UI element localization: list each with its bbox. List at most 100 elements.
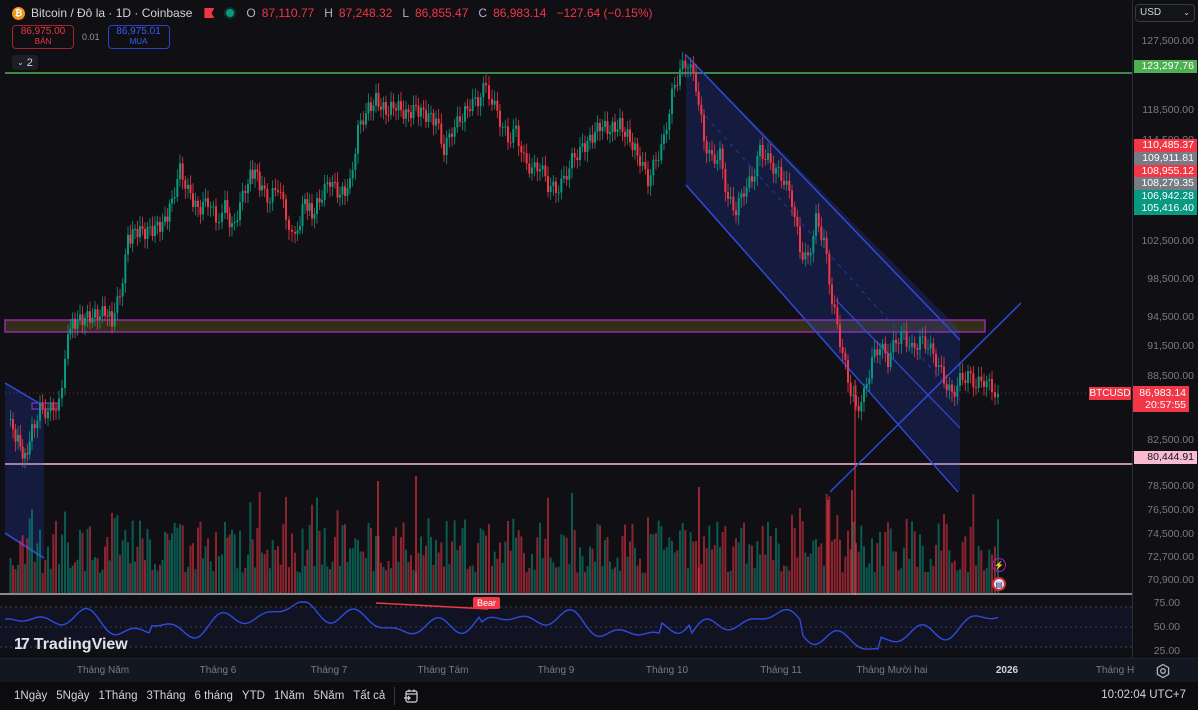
candle-body — [209, 206, 212, 208]
candle-body — [994, 392, 996, 398]
range-button[interactable]: 6 tháng — [194, 690, 233, 702]
candle-body — [251, 169, 254, 179]
range-button[interactable]: 1Tháng — [98, 690, 138, 702]
candle-body — [469, 109, 471, 112]
volume-bar — [692, 541, 695, 593]
indicators-collapse-button[interactable]: ⌄ 2 — [12, 55, 38, 70]
volume-bar — [839, 539, 841, 593]
volume-bar — [184, 572, 187, 593]
range-button[interactable]: 1Ngày — [14, 690, 48, 702]
volume-bar — [544, 538, 547, 593]
candle-body — [945, 383, 948, 391]
volume-bar — [621, 536, 624, 593]
gear-icon[interactable] — [1155, 663, 1171, 679]
candle-body — [47, 411, 49, 419]
candle-body — [453, 127, 456, 137]
candle-body — [39, 403, 41, 421]
volume-bar — [604, 540, 606, 593]
candle-body — [111, 311, 113, 327]
candle-body — [254, 169, 256, 179]
volume-bar — [528, 567, 531, 593]
volume-bar — [387, 560, 390, 593]
sell-button[interactable]: 86,975.00 BÁN — [12, 25, 74, 49]
buy-button[interactable]: 86,975.01 MUA — [107, 25, 170, 49]
candle-body — [873, 349, 876, 358]
sell-price: 86,975.00 — [20, 26, 66, 37]
volume-bar — [991, 554, 993, 593]
candle-body — [563, 175, 565, 179]
range-button[interactable]: 3Tháng — [146, 690, 186, 702]
range-button[interactable]: 1Năm — [273, 690, 305, 702]
candle-body — [828, 253, 831, 285]
flag-icon[interactable] — [204, 8, 215, 18]
volume-bar — [385, 570, 387, 593]
range-button[interactable]: Tất cả — [353, 690, 386, 702]
volume-bar — [972, 494, 975, 593]
candle-body — [397, 101, 400, 111]
candle-body — [84, 317, 86, 326]
time-axis[interactable]: Tháng Năm Tháng 6 Tháng 7 Tháng Tám Tháng 9 T… — [0, 658, 1198, 682]
candle-body — [791, 190, 793, 207]
candle-body — [865, 383, 868, 389]
volume-bar — [141, 538, 144, 593]
candle-body — [711, 149, 713, 155]
volume-bar — [940, 550, 943, 593]
candle-body — [591, 134, 594, 143]
candle-body — [131, 229, 134, 244]
candle-body — [127, 234, 129, 255]
volume-bar — [254, 567, 256, 593]
symbol-title[interactable]: Bitcoin / Đô la · 1D · Coinbase — [31, 6, 193, 20]
candle-body — [52, 402, 55, 411]
chart-canvas[interactable]: ₿ Bitcoin / Đô la · 1D · Coinbase O 87,11… — [0, 0, 1132, 658]
candle-body — [357, 124, 359, 154]
volume-bar — [395, 527, 397, 593]
candle-body — [913, 343, 916, 348]
candle-body — [99, 316, 101, 320]
candle-body — [41, 403, 44, 409]
go-to-date-icon[interactable] — [403, 688, 419, 704]
price-axis[interactable]: USD ⌄ 127,500.00118,500.00114,500.00102,… — [1132, 0, 1198, 658]
volume-bar — [639, 558, 641, 593]
clock[interactable]: 10:02:04 UTC+7 — [1101, 689, 1186, 701]
volume-bar — [151, 569, 154, 593]
candle-body — [586, 140, 589, 152]
volume-bar — [647, 517, 649, 593]
candle-body — [523, 152, 525, 154]
candle-body — [139, 226, 141, 238]
volume-bar — [405, 549, 407, 593]
candle-body — [207, 198, 209, 207]
candle-body — [244, 190, 247, 194]
candle-body — [716, 160, 719, 164]
range-button[interactable]: YTD — [241, 690, 265, 702]
volume-bar — [168, 540, 171, 593]
candle-body — [732, 196, 735, 211]
candle-body — [596, 122, 599, 132]
volume-bar — [173, 522, 176, 593]
volume-bar — [197, 527, 199, 593]
volume-bar — [817, 546, 820, 593]
price-chart[interactable] — [0, 0, 1132, 658]
buy-price: 86,975.01 — [116, 26, 161, 37]
candle-body — [461, 121, 464, 123]
candle-body — [354, 153, 357, 171]
currency-select[interactable]: USD ⌄ — [1135, 4, 1195, 22]
symbol-legend: ₿ Bitcoin / Đô la · 1D · Coinbase O 87,11… — [12, 6, 653, 20]
candle-body — [491, 99, 493, 105]
candle-body — [432, 112, 435, 126]
volume-spike — [827, 500, 829, 593]
volume-bar — [285, 496, 287, 593]
range-button[interactable]: 5Năm — [313, 690, 345, 702]
volume-bar — [796, 557, 799, 593]
us-flag-event-icon[interactable]: ▤ — [992, 577, 1006, 591]
volume-bar — [116, 515, 119, 593]
candle-body — [64, 358, 66, 389]
volume-bar — [435, 540, 437, 593]
volume-bar — [849, 549, 852, 593]
candle-body — [239, 202, 241, 221]
volume-bar — [660, 526, 663, 593]
volume-bar — [329, 569, 331, 593]
range-button[interactable]: 5Ngày — [56, 690, 90, 702]
volume-bar — [488, 524, 490, 593]
lightning-event-icon[interactable]: ⚡ — [992, 558, 1006, 572]
candle-body — [351, 170, 354, 179]
